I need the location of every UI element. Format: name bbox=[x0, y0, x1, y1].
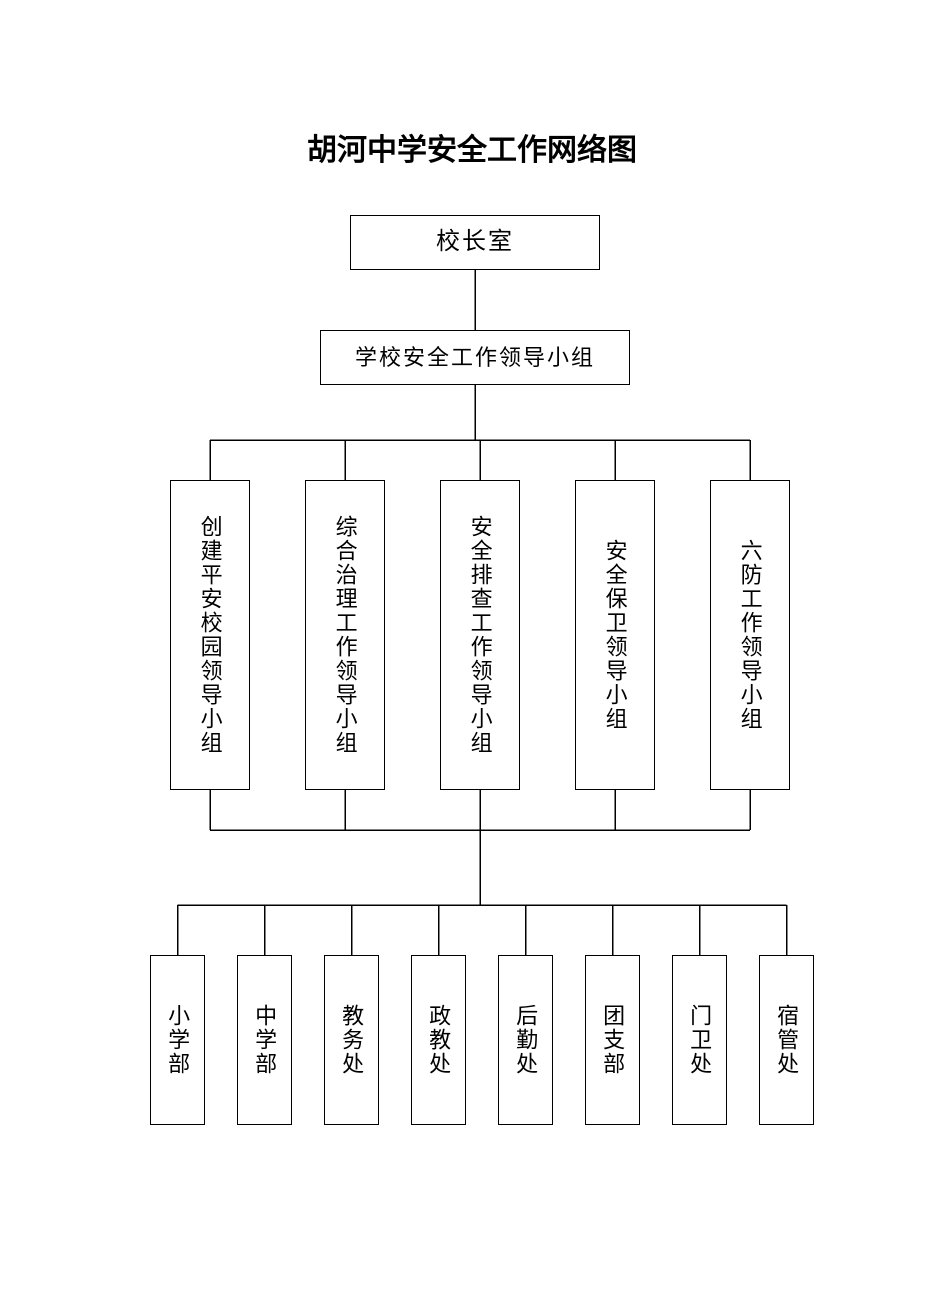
node-label: 校长室 bbox=[436, 229, 514, 257]
node-label: 宿管处 bbox=[774, 1004, 799, 1076]
node-label: 创建平安校园领导小组 bbox=[197, 515, 222, 755]
node-dept-primary: 小学部 bbox=[150, 955, 205, 1125]
node-label: 门卫处 bbox=[687, 1004, 712, 1076]
node-group-inspection: 安全排查工作领导小组 bbox=[440, 480, 520, 790]
node-label: 教务处 bbox=[339, 1004, 364, 1076]
node-group-six-defense: 六防工作领导小组 bbox=[710, 480, 790, 790]
node-dept-dorm: 宿管处 bbox=[759, 955, 814, 1125]
node-label: 小学部 bbox=[165, 1004, 190, 1076]
node-dept-academic: 教务处 bbox=[324, 955, 379, 1125]
node-label: 安全保卫领导小组 bbox=[602, 539, 627, 731]
node-group-security: 安全保卫领导小组 bbox=[575, 480, 655, 790]
node-label: 六防工作领导小组 bbox=[737, 539, 762, 731]
node-dept-youth-league: 团支部 bbox=[585, 955, 640, 1125]
node-safety-committee: 学校安全工作领导小组 bbox=[320, 330, 630, 385]
node-label: 后勤处 bbox=[513, 1004, 538, 1076]
node-dept-political: 政教处 bbox=[411, 955, 466, 1125]
node-label: 中学部 bbox=[252, 1004, 277, 1076]
node-label: 政教处 bbox=[426, 1004, 451, 1076]
node-label: 综合治理工作领导小组 bbox=[332, 515, 357, 755]
node-dept-middle: 中学部 bbox=[237, 955, 292, 1125]
node-dept-logistics: 后勤处 bbox=[498, 955, 553, 1125]
node-label: 安全排查工作领导小组 bbox=[467, 515, 492, 755]
node-principal-office: 校长室 bbox=[350, 215, 600, 270]
node-label: 学校安全工作领导小组 bbox=[355, 345, 595, 370]
node-group-campus-safety: 创建平安校园领导小组 bbox=[170, 480, 250, 790]
node-group-comprehensive: 综合治理工作领导小组 bbox=[305, 480, 385, 790]
node-dept-gate: 门卫处 bbox=[672, 955, 727, 1125]
chart-title: 胡河中学安全工作网络图 bbox=[172, 125, 772, 165]
node-label: 团支部 bbox=[600, 1004, 625, 1076]
org-chart-stage: 胡河中学安全工作网络图 校长室 学校安全工作领导小组 创建平安校园领导小组 综合… bbox=[0, 0, 945, 1309]
